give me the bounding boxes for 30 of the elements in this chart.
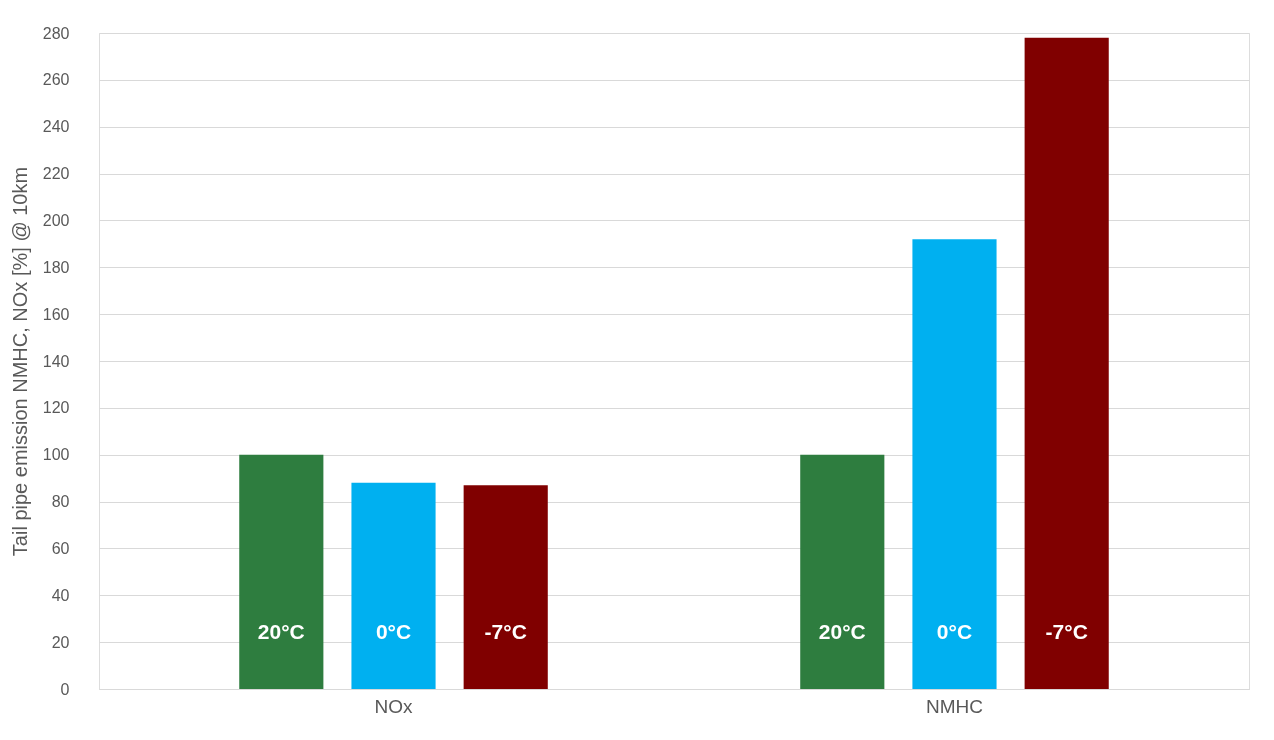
y-tick-label: 100 <box>42 446 70 464</box>
y-tick-label: 20 <box>51 633 70 651</box>
y-tick-label: 160 <box>42 305 70 323</box>
text: 20°C <box>818 620 866 643</box>
y-axis-title: Tail pipe emission NMHC, NOx [%] @ 10km <box>8 166 31 557</box>
series-label: 20°C <box>257 620 305 643</box>
text: -7°C <box>1045 620 1088 643</box>
y-tick-label: 0 <box>60 680 70 698</box>
bar <box>351 482 436 689</box>
y-tick-label: 240 <box>42 118 70 136</box>
y-tick-label: 220 <box>42 165 70 183</box>
text: 0°C <box>375 620 412 643</box>
bar <box>239 454 324 689</box>
y-tick-label: 260 <box>42 71 70 89</box>
bar <box>1024 37 1109 689</box>
y-tick-label: 180 <box>42 258 70 276</box>
bar <box>463 485 548 689</box>
y-tick-label: 60 <box>51 539 70 557</box>
y-tick-label: 140 <box>42 352 70 370</box>
y-tick-label: 200 <box>42 211 70 229</box>
y-tick-label: 40 <box>51 586 70 604</box>
x-tick-label: NOx <box>374 695 414 717</box>
y-tick-label: 280 <box>42 24 70 42</box>
y-tick-label: 80 <box>51 493 70 511</box>
x-tick-label: NMHC <box>925 695 983 717</box>
y-tick-label: 120 <box>42 399 70 417</box>
bar <box>912 239 997 689</box>
series-label: -7°C <box>484 620 527 643</box>
series-label: 0°C <box>936 620 973 643</box>
bar <box>800 454 885 689</box>
